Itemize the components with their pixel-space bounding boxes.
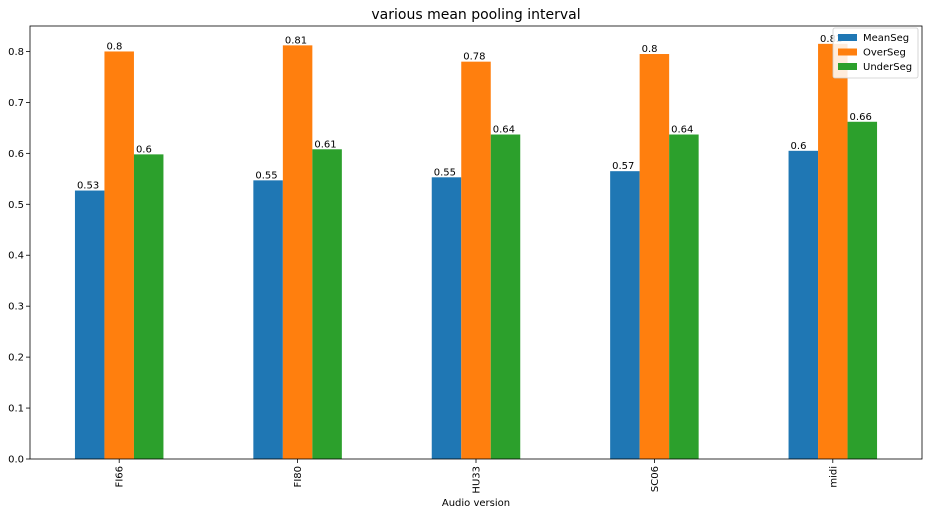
data-label-meanseg-fi66: 0.53 [77,181,99,192]
bar-meanseg-sc06 [610,171,640,459]
y-tick-label: 0.2 [8,353,24,364]
data-label-meanseg-sc06: 0.57 [612,161,634,172]
bar-underseg-sc06 [669,134,699,459]
x-tick-label: FI66 [115,466,126,487]
chart-title: various mean pooling interval [371,7,580,23]
data-label-underseg-midi: 0.66 [850,112,872,123]
bar-overseg-fi80 [282,45,313,460]
y-axis: 0.0 0.1 0.2 0.3 0.4 0.5 0.6 0.7 0.8 [8,47,30,466]
bar-meanseg-fi66 [74,190,105,460]
legend-label-meanseg: MeanSeg [863,33,909,44]
y-tick-label: 0.7 [8,98,24,109]
y-tick-label: 0.5 [8,200,24,211]
y-tick-label: 0.1 [8,404,24,415]
y-tick-label: 0.3 [8,302,24,313]
data-label-overseg-fi80: 0.81 [285,35,307,46]
data-label-overseg-hu33: 0.78 [463,52,485,63]
legend-swatch-underseg [838,63,857,70]
bar-meanseg-midi [788,150,819,459]
bar-underseg-midi [847,121,878,460]
data-label-underseg-fi80: 0.61 [314,139,336,150]
data-label-meanseg-midi: 0.6 [791,141,807,152]
y-tick-label: 0.0 [8,455,24,466]
legend-swatch-meanseg [838,34,857,41]
bar-overseg-fi66 [104,51,134,459]
bars-layer [74,43,878,460]
y-tick-label: 0.6 [8,149,24,160]
bar-underseg-fi66 [133,154,164,459]
legend-label-underseg: UnderSeg [863,62,912,73]
bar-overseg-hu33 [461,61,491,459]
data-label-underseg-sc06: 0.64 [671,125,693,136]
x-tick-label: SC06 [650,466,661,492]
y-tick-label: 0.4 [8,251,24,262]
x-tick-label: HU33 [472,466,483,494]
x-axis-label: Audio version [442,498,510,509]
x-tick-label: midi [828,466,839,488]
data-labels-layer: 0.53 0.8 0.6 0.55 0.81 0.61 0.55 0.78 0.64 0.57 0.… [77,34,872,192]
data-label-underseg-fi66: 0.6 [136,144,152,155]
bar-meanseg-fi80 [253,180,283,459]
legend-swatch-overseg [838,48,857,56]
data-label-meanseg-fi80: 0.55 [255,170,277,181]
y-tick-label: 0.8 [8,47,24,58]
bar-overseg-sc06 [639,54,670,460]
bar-underseg-hu33 [490,134,521,459]
data-label-overseg-midi: 0.82 [820,34,842,45]
legend-label-overseg: OverSeg [863,48,906,59]
legend: MeanSeg OverSeg UnderSeg [832,27,919,79]
data-label-overseg-fi66: 0.8 [106,41,122,52]
data-label-overseg-sc06: 0.8 [642,44,658,55]
bar-meanseg-hu33 [431,177,462,460]
bar-overseg-midi [818,43,848,459]
data-label-meanseg-hu33: 0.55 [434,167,456,178]
x-tick-label: FI80 [293,466,304,487]
bar-underseg-fi80 [312,149,342,459]
data-label-underseg-hu33: 0.64 [493,125,515,136]
x-axis: FI66 FI80 HU33 SC06 midi [115,459,839,494]
